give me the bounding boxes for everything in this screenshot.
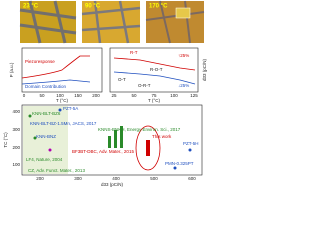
domain-pattern	[81, 0, 141, 44]
annotation: R-O-T	[150, 67, 163, 72]
curve	[21, 55, 90, 79]
annotation: R-T	[130, 50, 138, 55]
point-label: KNN-BNZ	[36, 134, 56, 139]
domain-pattern	[19, 0, 77, 44]
annotation: ↑25%	[178, 53, 189, 58]
micrograph-label: 170 °C	[149, 4, 168, 10]
tick-label: 200	[36, 176, 44, 181]
marker	[33, 136, 37, 140]
micrograph-label: 90 °C	[85, 4, 101, 10]
tick-label: 125	[190, 93, 198, 98]
tick-label: 150	[74, 93, 82, 98]
tick-label: 100	[170, 93, 178, 98]
tick-label: 100	[12, 162, 20, 167]
marker	[108, 136, 111, 148]
curve	[113, 71, 196, 85]
marker	[48, 148, 52, 152]
axis-title: d33 (pC/N)	[101, 182, 124, 187]
tick-label: 200	[92, 93, 100, 98]
point-label: CZ, Adv. Funct. Mater., 2013	[28, 168, 85, 173]
tick-label: 400	[12, 109, 20, 114]
point-label: LF4, Nature, 2004	[26, 157, 63, 162]
tick-label: 400	[112, 176, 120, 181]
curve	[21, 79, 91, 85]
tick-label: 200	[12, 145, 20, 150]
tick-label: 500	[150, 176, 158, 181]
tick-label: 25	[111, 93, 117, 98]
tick-label: 600	[188, 176, 196, 181]
point-label: PZT-5A	[63, 106, 78, 111]
tick-label: 0	[23, 93, 26, 98]
point-label: PZT-5H	[183, 141, 199, 146]
tick-label: 50	[131, 93, 137, 98]
tick-label: 300	[12, 127, 20, 132]
axis-title: TC (°C)	[3, 132, 8, 148]
annotation: O-T	[118, 77, 126, 82]
point-label: KNN-BLT-BZ-1.5Mn, JACS, 2017	[30, 121, 97, 126]
point-label: KNN-BLT-BZ6	[32, 111, 61, 116]
curve	[113, 57, 196, 71]
marker	[28, 114, 32, 118]
axis-title: d33 (pC/N)	[202, 58, 207, 81]
marker	[120, 126, 123, 148]
axis-title: T (°C)	[56, 98, 68, 103]
micrograph	[146, 1, 204, 43]
marker	[146, 140, 150, 156]
tick-label: 50	[39, 93, 45, 98]
plot-frame	[21, 104, 203, 176]
inset	[175, 7, 191, 19]
point-label: BF3BT-DBC, Adv. Mater., 2015	[72, 149, 134, 154]
micrograph	[20, 1, 76, 43]
point-label: PMN-0.325PT	[165, 161, 194, 166]
figure: 23 °C 90 °C 170 °C Piezoresponse Domain …	[3, 0, 207, 187]
plot-frame	[21, 47, 103, 93]
point-label: KNNS-BNKH, Energy Environ. Sci., 2017	[98, 127, 181, 132]
marker	[188, 148, 192, 152]
annotation: Piezoresponse	[25, 59, 55, 64]
axis-title: P (a.u.)	[9, 62, 14, 77]
marker	[58, 108, 62, 112]
plot-frame	[109, 47, 199, 93]
marker	[173, 166, 177, 170]
marker	[114, 130, 117, 148]
highlight	[135, 125, 161, 171]
annotation: ↓25%	[178, 83, 189, 88]
annotation: O-R-T	[138, 83, 151, 88]
axis-title: T (°C)	[148, 98, 160, 103]
tick-label: 75	[151, 93, 157, 98]
point-label: This work	[152, 134, 172, 139]
micrograph-label: 23 °C	[23, 4, 39, 10]
tick-label: 100	[56, 93, 64, 98]
annotation: Domain Contribution	[25, 84, 67, 89]
tick-label: 300	[74, 176, 82, 181]
